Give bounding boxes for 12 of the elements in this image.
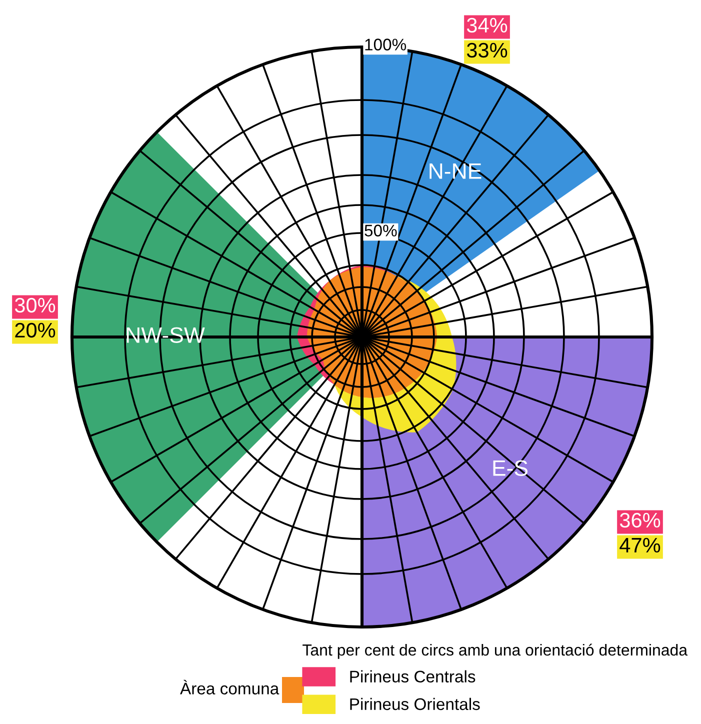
data-label: 33% bbox=[466, 42, 508, 58]
data-label: 34% bbox=[466, 18, 508, 33]
text: 50% bbox=[364, 224, 397, 236]
text: 100% bbox=[365, 38, 406, 50]
data-label: 30% bbox=[14, 298, 56, 313]
data-label: 20% bbox=[15, 322, 56, 338]
data-label: 36% bbox=[620, 512, 660, 528]
text: Àrea comuna bbox=[180, 680, 280, 694]
legend-label: Pirineus Centrals bbox=[350, 670, 476, 682]
legend-title: Tant per cent de circs amb una orientació determinada bbox=[302, 644, 688, 659]
data-label: 47% bbox=[620, 538, 660, 553]
legend-label: Pirineus Orientals bbox=[350, 698, 480, 710]
